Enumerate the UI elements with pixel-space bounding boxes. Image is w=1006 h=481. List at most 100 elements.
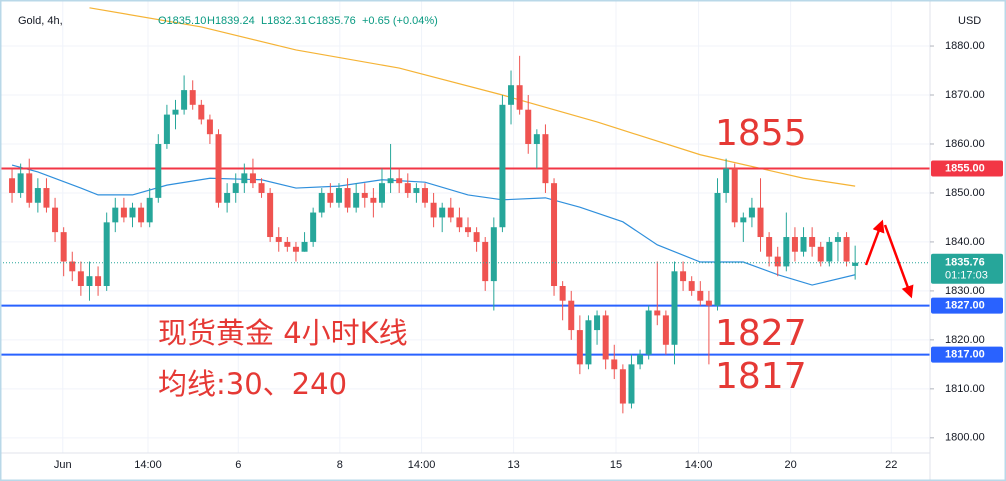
candle-body [43, 188, 50, 208]
candle-body [456, 217, 463, 228]
level-label: 1827.00 [945, 299, 985, 311]
x-tick-label: 22 [885, 459, 897, 471]
annotation: 现货黄金 4小时K线 [158, 316, 408, 350]
candle-body [215, 134, 222, 203]
candle-body [17, 173, 24, 193]
candle-body [189, 90, 196, 105]
countdown: 01:17:03 [945, 270, 988, 282]
candle-body [447, 207, 454, 218]
x-tick-label: 14:00 [134, 459, 162, 471]
candle-body [826, 241, 833, 262]
candle-body [465, 227, 472, 233]
candle-body [602, 315, 609, 360]
ohlc-value: C1835.76 [308, 15, 356, 27]
candle-body [249, 173, 256, 184]
last-price-tag [931, 253, 1003, 284]
ohlc-value: +0.65 (+0.04%) [362, 15, 438, 27]
level-tag [931, 160, 1003, 177]
candle-body [748, 207, 755, 218]
y-tick-label: 1860.00 [945, 138, 985, 150]
candle-body [430, 202, 437, 218]
candle-body [404, 183, 411, 193]
candle-body [112, 207, 119, 223]
candle-body [594, 315, 601, 331]
candle-body [146, 197, 153, 223]
candle-body [396, 178, 403, 184]
candle-body [619, 369, 626, 404]
candle-body [310, 212, 317, 242]
currency: USD [958, 15, 981, 27]
candle-body [224, 192, 231, 203]
candle-body [9, 178, 16, 193]
candle-body [688, 281, 695, 291]
candle-body [370, 197, 377, 203]
candle-body [258, 183, 265, 193]
candle-body [783, 237, 790, 267]
ohlc-value: L1832.31 [261, 15, 307, 27]
candle-body [834, 237, 841, 242]
candle-body [292, 246, 299, 252]
level-label: 1817.00 [945, 348, 985, 360]
candle-body [138, 207, 145, 223]
annotation: 均线:30、240 [158, 367, 347, 401]
candle-body [361, 192, 368, 198]
candle-body [267, 192, 274, 238]
candle-body [473, 232, 480, 242]
candle-body [628, 364, 635, 404]
candle-body [241, 173, 248, 184]
chart-title: Gold, 4h, [18, 15, 63, 27]
candle-body [301, 241, 308, 252]
annotation: 1855 [715, 113, 807, 154]
y-tick-label: 1810.00 [945, 383, 985, 395]
candle-body [26, 173, 33, 203]
candle-body [585, 320, 592, 365]
candle-body [120, 207, 127, 218]
candle-body [611, 359, 618, 370]
candle-body [86, 276, 93, 287]
candle-body [95, 276, 102, 287]
ohlc-value: O1835.10 [158, 15, 206, 27]
grid [0, 0, 930, 453]
candle-body [52, 207, 59, 233]
candle-body [852, 262, 859, 266]
candle-body [318, 192, 325, 213]
level-tag [931, 297, 1003, 314]
y-tick-label: 1820.00 [945, 334, 985, 346]
candle-body [800, 237, 807, 252]
candle-body [77, 271, 84, 287]
candle-body [60, 232, 67, 262]
candle-body [327, 192, 334, 203]
candle-body [843, 237, 850, 262]
candle-body [637, 354, 644, 365]
candle-body [335, 188, 342, 203]
candle-body [508, 85, 515, 105]
arrow-up [864, 219, 885, 266]
candle-body [344, 188, 351, 208]
candle-body [482, 241, 489, 282]
x-tick-label: 13 [507, 459, 519, 471]
candle-body [731, 168, 738, 223]
level-label: 1855.00 [945, 162, 985, 174]
candle-body [559, 286, 566, 301]
candle-body [680, 271, 687, 282]
x-tick-label: 14:00 [408, 459, 436, 471]
candle-body [774, 256, 781, 267]
candle-body [206, 119, 213, 135]
candle-body [421, 188, 428, 203]
candle-body [413, 188, 420, 193]
candle-body [34, 188, 41, 203]
candle-body [439, 207, 446, 218]
candle-body [525, 109, 532, 144]
y-tick-label: 1800.00 [945, 432, 985, 444]
candle-body [568, 300, 575, 331]
candle-body [533, 134, 540, 144]
candle-body [662, 315, 669, 345]
candle-body [654, 310, 661, 316]
candle-body [645, 310, 652, 355]
y-tick-label: 1880.00 [945, 40, 985, 52]
y-tick-label: 1830.00 [945, 285, 985, 297]
candle-body [705, 300, 712, 306]
candle-body [542, 134, 549, 184]
candle-body [809, 237, 816, 247]
